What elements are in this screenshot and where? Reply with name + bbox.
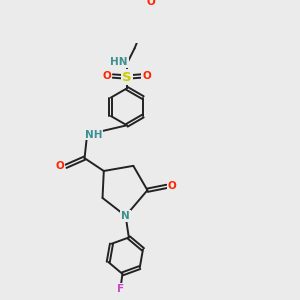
Text: HN: HN (110, 57, 128, 68)
Text: O: O (147, 0, 156, 7)
Text: S: S (122, 70, 132, 83)
Text: F: F (117, 284, 124, 294)
Text: O: O (142, 71, 151, 81)
Text: N: N (121, 211, 130, 221)
Text: O: O (103, 71, 112, 81)
Text: O: O (56, 161, 64, 171)
Text: NH: NH (85, 130, 102, 140)
Text: O: O (167, 182, 176, 191)
